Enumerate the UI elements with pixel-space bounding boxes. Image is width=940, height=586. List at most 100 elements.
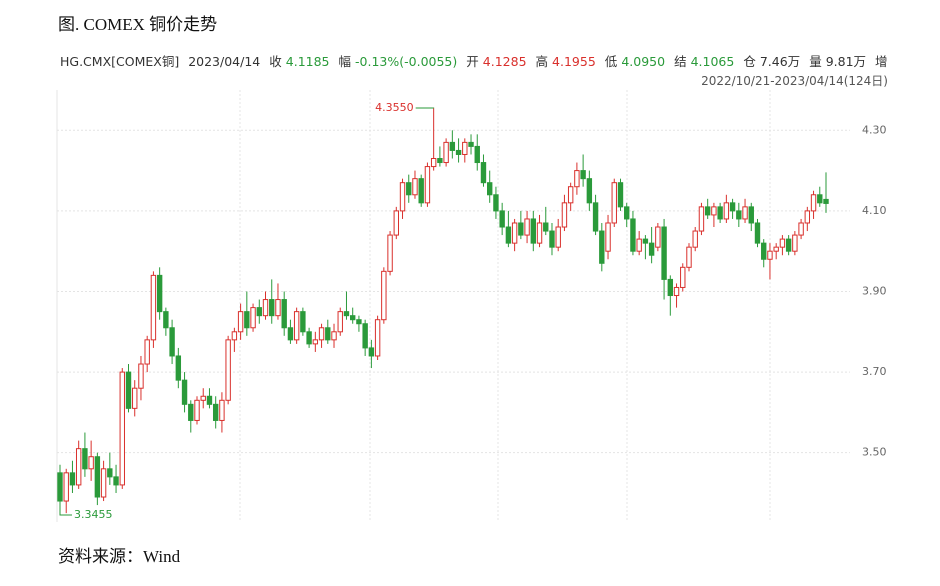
symbol: HG.CMX[COMEX铜] [60,54,180,69]
candle-body [430,158,437,168]
candle-body [437,158,443,164]
candle-body [132,387,138,409]
candle-body [374,319,381,357]
quote-date: 2023/04/14 [188,54,261,69]
candle-body [443,141,449,164]
candle-body [293,311,300,341]
candle-body [387,234,393,272]
candle-body [748,206,754,224]
candle-body [349,315,356,321]
candle-body [586,178,593,204]
candle-body [418,178,424,204]
candle-body [480,162,487,184]
candle-body [219,399,225,421]
candle-body [518,222,524,236]
candle-body [188,403,194,421]
candle-body [543,222,549,232]
candle-body [736,210,742,220]
candle-body [88,456,94,470]
candle-body [250,307,256,329]
candle-body [810,194,817,212]
y-tick-label: 3.70 [862,365,887,378]
candle-body [511,222,518,244]
candle-body [287,327,294,341]
quote-value: 4.1955 [552,54,596,69]
candle-body [206,395,213,405]
candle-body [804,210,811,224]
candle-body [144,339,150,365]
candle-body [493,194,499,212]
quote-value: 9.81万 [825,54,867,69]
candle-body [356,319,362,325]
candle-body [474,145,480,164]
candle-body [406,182,412,196]
candle-body [779,238,786,248]
candle-body [698,206,705,232]
candle-body [636,238,642,252]
candle-body [692,230,698,248]
candle-body [680,266,686,288]
candle-body [642,238,649,244]
candle-body [761,242,767,260]
candle-body [343,311,350,317]
candle-body [630,218,636,252]
candle-body [200,395,206,401]
candle-body [312,339,319,345]
candle-body [530,218,537,244]
quote-label: 仓 [743,54,756,69]
candle-body [69,472,76,486]
candle-body [306,331,312,345]
candle-body [412,178,418,196]
candle-body [592,202,599,232]
candle-body [686,246,692,268]
candle-body [574,170,580,188]
candle-body [94,456,101,498]
candle-body [368,347,375,357]
candle-body [817,194,823,204]
quote-label: 高 [535,54,549,69]
candle-body [605,222,611,252]
y-tick-label: 3.50 [862,446,887,459]
y-tick-label: 3.90 [862,284,887,297]
quote-label: 结 [674,54,687,69]
quote-label: 低 [604,54,618,69]
y-tick-label: 4.30 [862,123,887,136]
quote-label: 幅 [338,54,352,69]
candle-body [704,206,711,216]
candle-body [505,226,512,244]
min-label: 3.3455 [74,508,113,521]
candle-body [194,399,200,421]
candle-body [181,379,188,405]
candle-body [462,141,468,155]
candle-body [648,242,655,256]
candle-body [244,311,250,329]
candle-body [281,299,287,329]
date-grid [239,90,771,522]
candle-body [107,468,113,478]
quote-label: 开 [466,54,479,69]
candle-body [125,371,132,409]
candle-body [393,210,399,236]
quote-value: 4.1185 [285,54,330,69]
candle-body [318,327,325,341]
quote-label: 量 [809,54,822,69]
candle-body [275,299,281,317]
candle-body [237,311,244,333]
date-range: 2022/10/21-2023/04/14(124日) [701,74,888,88]
candle-body [381,270,387,321]
candle-body [75,448,82,486]
candle-body [536,222,543,244]
candle-body [150,274,157,341]
candle-body [754,222,761,244]
candle-body [661,226,667,280]
candle-body [723,202,730,220]
candle-body [175,355,182,381]
candle-body [555,226,561,248]
source-note: 资料来源：Wind [58,547,181,566]
candle-body [156,274,163,313]
candle-body [138,363,144,389]
candle-body [468,141,474,147]
candle-body [729,202,736,212]
